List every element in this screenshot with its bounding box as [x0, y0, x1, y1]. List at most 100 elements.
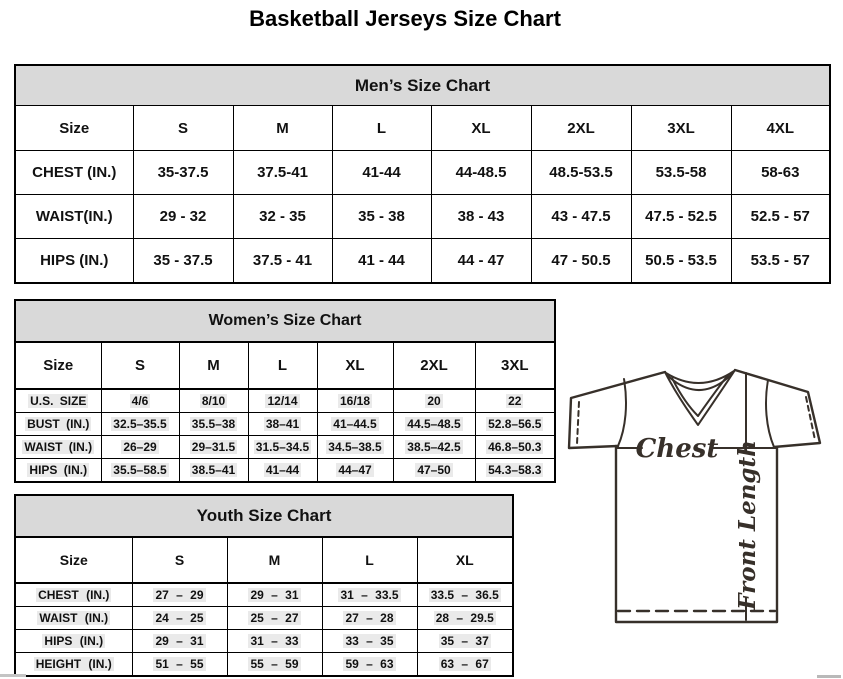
youth-column-header: M	[226, 536, 323, 584]
cell: 53.5 - 57	[730, 238, 831, 284]
youth-column-header: XL	[416, 536, 514, 584]
row-label: CHEST (IN.)	[14, 150, 134, 195]
cell: 46.8–50.3	[474, 435, 556, 459]
row-label-text: HIPS (IN.)	[27, 463, 90, 477]
cell: 54.3–58.3	[474, 458, 556, 483]
row-label: CHEST (IN.)	[14, 582, 133, 607]
cell-value: 51 – 55	[153, 657, 206, 671]
cell: 29 – 31	[131, 629, 228, 653]
cell: 29 – 31	[226, 582, 323, 607]
table-row: HIPS (IN.) 29 – 31 31 – 33 33 – 35 35 – …	[14, 629, 514, 653]
cell: 4/6	[100, 388, 180, 413]
cell-value: 26–29	[121, 440, 159, 454]
cell: 35 - 37.5	[132, 238, 234, 284]
mens-column-header: 2XL	[530, 105, 632, 151]
cell: 41 - 44	[331, 238, 432, 284]
womens-column-header: S	[100, 341, 180, 390]
cell-value: 20	[425, 394, 443, 408]
jersey-collar-outer-v	[664, 369, 736, 426]
table-row: CHEST (IN.) 27 – 29 29 – 31 31 – 33.5 33…	[14, 582, 514, 607]
cell-value: 33 – 35	[343, 634, 396, 648]
cell-value: 22	[506, 394, 524, 408]
page-title: Basketball Jerseys Size Chart	[249, 6, 561, 31]
row-label: HIPS (IN.)	[14, 238, 134, 284]
row-label-text: HIPS (IN.)	[42, 634, 106, 648]
row-label: WAIST(IN.)	[14, 194, 134, 239]
cell: 33 – 35	[321, 629, 418, 653]
cell-value: 38.5–42.5	[405, 440, 463, 454]
cell: 50.5 - 53.5	[630, 238, 732, 284]
cell: 44 - 47	[430, 238, 532, 284]
cell-value: 35.5–58.5	[111, 463, 169, 477]
cell-value: 41–44	[263, 463, 302, 477]
womens-column-header: L	[247, 341, 318, 390]
cell: 28 – 29.5	[416, 606, 514, 630]
womens-table-caption: Women’s Size Chart	[14, 299, 556, 343]
row-label: WAIST (IN.)	[14, 606, 133, 630]
cell-value: 24 – 25	[153, 611, 206, 625]
youth-size-chart-table: Youth Size Chart Size S M L XL CHEST (IN…	[14, 494, 515, 677]
cell: 37.5-41	[232, 150, 333, 195]
cell-value: 29 – 31	[153, 634, 206, 648]
cell-value: 31 – 33.5	[338, 588, 401, 602]
cell: 44-48.5	[430, 150, 532, 195]
cell: 12/14	[247, 388, 318, 413]
jersey-left-cuff-seam	[576, 401, 580, 445]
cell: 38.5–41	[178, 458, 249, 483]
cell: 59 – 63	[321, 652, 418, 677]
mens-column-header: S	[132, 105, 234, 151]
cell: 27 – 28	[321, 606, 418, 630]
row-label-text: WAIST (IN.)	[22, 440, 95, 454]
cell-value: 33.5 – 36.5	[428, 588, 501, 602]
cell: 35-37.5	[132, 150, 234, 195]
cell-value: 41–44.5	[331, 417, 379, 431]
cell: 26–29	[100, 435, 180, 459]
row-label-text: HEIGHT (IN.)	[33, 657, 114, 671]
cell-value: 4/6	[129, 394, 151, 408]
cell-value: 25 – 27	[248, 611, 301, 625]
table-row: WAIST (IN.) 26–29 29–31.5 31.5–34.5 34.5…	[14, 435, 556, 459]
womens-column-header: Size	[14, 341, 102, 390]
mens-column-header: Size	[14, 105, 134, 151]
gray-strip-left	[0, 674, 26, 677]
cell: 31 – 33	[226, 629, 323, 653]
jersey-right-armhole	[765, 379, 775, 448]
cell: 41-44	[331, 150, 432, 195]
row-label: U.S. SIZE	[14, 388, 102, 413]
cell-value: 54.3–58.3	[486, 463, 544, 477]
jersey-left-armhole	[617, 378, 627, 447]
cell: 29–31.5	[178, 435, 249, 459]
cell: 31.5–34.5	[247, 435, 318, 459]
cell: 44.5–48.5	[392, 412, 476, 436]
cell: 55 – 59	[226, 652, 323, 677]
cell-value: 35 – 37	[438, 634, 491, 648]
cell: 53.5-58	[630, 150, 732, 195]
jersey-collar-inner-v	[671, 374, 729, 417]
cell: 52.5 - 57	[730, 194, 831, 239]
cell: 38–41	[247, 412, 318, 436]
cell-value: 31 – 33	[248, 634, 301, 648]
cell: 58-63	[730, 150, 831, 195]
cell: 38 - 43	[430, 194, 532, 239]
row-label: HIPS (IN.)	[14, 458, 102, 483]
cell: 38.5–42.5	[392, 435, 476, 459]
womens-column-header: XL	[316, 341, 394, 390]
table-row: HEIGHT (IN.) 51 – 55 55 – 59 59 – 63 63 …	[14, 652, 514, 677]
cell-value: 12/14	[265, 394, 300, 408]
womens-size-chart-table: Women’s Size Chart Size S M L XL 2XL 3XL…	[14, 299, 557, 483]
cell-value: 27 – 28	[343, 611, 396, 625]
cell: 32 - 35	[232, 194, 333, 239]
womens-column-header: M	[178, 341, 249, 390]
row-label: BUST (IN.)	[14, 412, 102, 436]
cell-value: 28 – 29.5	[433, 611, 496, 625]
cell: 63 – 67	[416, 652, 514, 677]
cell-value: 34.5–38.5	[326, 440, 384, 454]
table-row: WAIST (IN.) 24 – 25 25 – 27 27 – 28 28 –…	[14, 606, 514, 630]
cell: 24 – 25	[131, 606, 228, 630]
cell: 27 – 29	[131, 582, 228, 607]
cell: 33.5 – 36.5	[416, 582, 514, 607]
mens-column-header: 4XL	[730, 105, 831, 151]
cell: 16/18	[316, 388, 394, 413]
cell: 48.5-53.5	[530, 150, 632, 195]
